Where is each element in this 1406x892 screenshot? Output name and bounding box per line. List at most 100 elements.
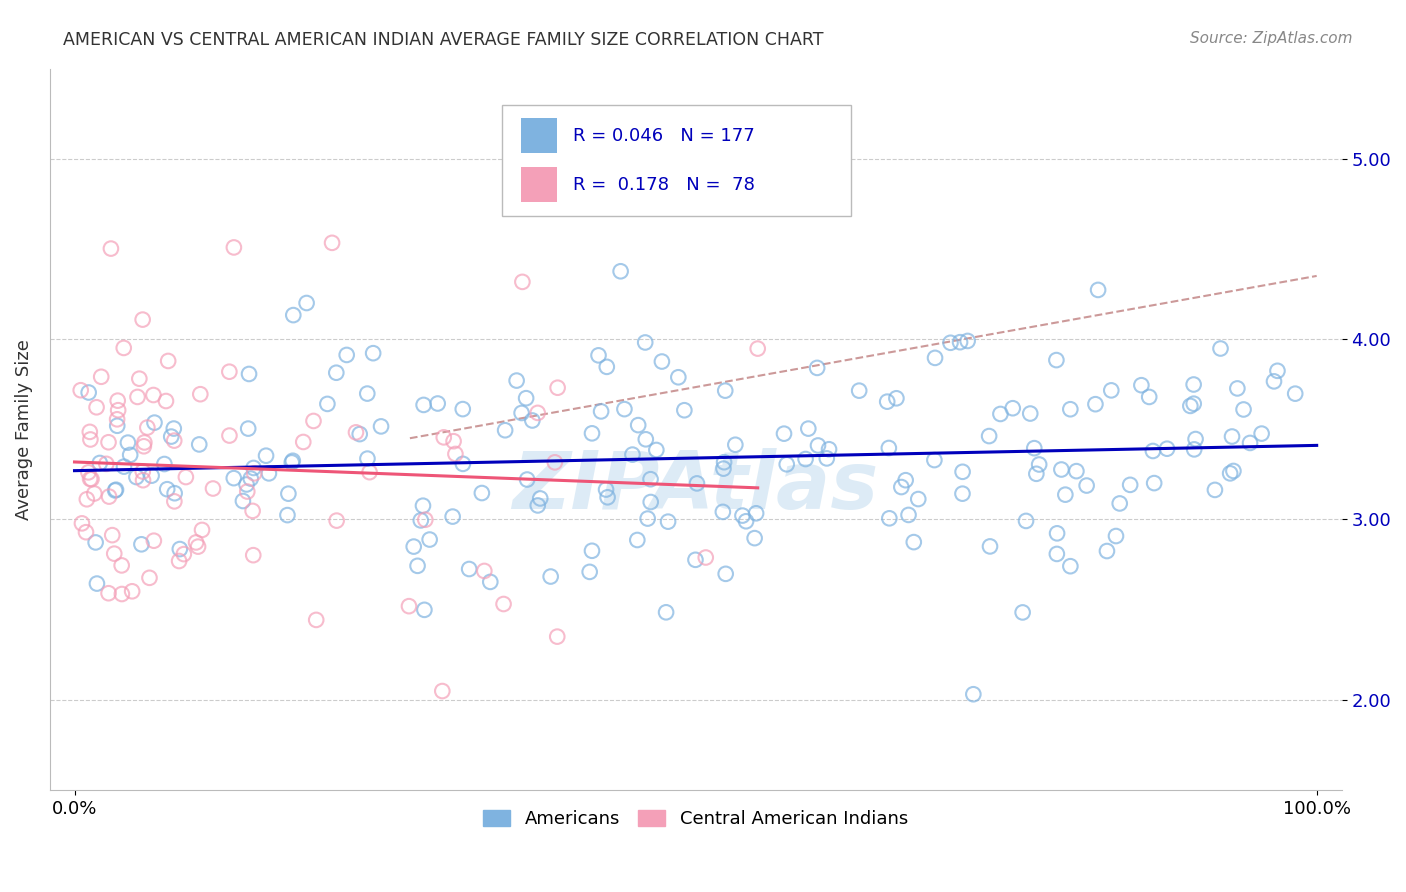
Point bbox=[86, 576, 108, 591]
FancyBboxPatch shape bbox=[502, 104, 851, 217]
FancyBboxPatch shape bbox=[522, 168, 557, 202]
Point bbox=[105, 412, 128, 426]
Point bbox=[89, 456, 111, 470]
Point bbox=[711, 505, 734, 519]
Point bbox=[305, 613, 328, 627]
Point bbox=[1059, 559, 1081, 574]
Point bbox=[361, 346, 384, 360]
Point bbox=[458, 562, 481, 576]
Point bbox=[163, 434, 186, 448]
Point bbox=[1226, 381, 1249, 395]
Point bbox=[222, 240, 245, 254]
Point bbox=[1087, 283, 1109, 297]
Point bbox=[1137, 390, 1160, 404]
Point bbox=[666, 370, 689, 384]
Point bbox=[142, 388, 165, 402]
Point bbox=[596, 491, 619, 505]
Point bbox=[398, 599, 420, 614]
Point bbox=[188, 437, 211, 451]
Point bbox=[105, 418, 128, 433]
Point bbox=[96, 457, 118, 471]
Point bbox=[97, 435, 120, 450]
Point bbox=[952, 486, 974, 500]
Point bbox=[413, 513, 436, 527]
Point bbox=[238, 367, 260, 381]
Point bbox=[815, 451, 838, 466]
Text: R =  0.178   N =  78: R = 0.178 N = 78 bbox=[572, 176, 755, 194]
Point bbox=[419, 533, 441, 547]
Point bbox=[1050, 462, 1073, 476]
Point bbox=[302, 414, 325, 428]
Point bbox=[83, 486, 105, 500]
Point bbox=[505, 374, 527, 388]
Point bbox=[1099, 384, 1122, 398]
Point bbox=[886, 392, 908, 406]
Point bbox=[413, 603, 436, 617]
Point bbox=[876, 394, 898, 409]
Point bbox=[1156, 442, 1178, 456]
Point bbox=[276, 508, 298, 522]
Point bbox=[132, 439, 155, 453]
Point bbox=[242, 461, 264, 475]
Point bbox=[136, 420, 159, 434]
Point bbox=[744, 531, 766, 545]
Point bbox=[1046, 526, 1069, 541]
Point bbox=[640, 495, 662, 509]
Point bbox=[141, 468, 163, 483]
Point bbox=[1219, 467, 1241, 481]
Point bbox=[84, 535, 107, 549]
Point bbox=[132, 465, 155, 479]
Point bbox=[806, 360, 828, 375]
Point bbox=[540, 569, 562, 583]
Point bbox=[939, 335, 962, 350]
Point bbox=[634, 335, 657, 350]
Point bbox=[990, 407, 1012, 421]
Point bbox=[596, 359, 619, 374]
Point bbox=[163, 486, 186, 500]
Point bbox=[79, 433, 101, 447]
Point bbox=[128, 372, 150, 386]
Point bbox=[634, 432, 657, 446]
Point bbox=[522, 413, 544, 427]
Point bbox=[1143, 476, 1166, 491]
Point bbox=[156, 482, 179, 496]
Point bbox=[714, 384, 737, 398]
Point bbox=[218, 428, 240, 442]
Point bbox=[90, 369, 112, 384]
Point bbox=[359, 465, 381, 479]
Point bbox=[745, 506, 768, 520]
Point bbox=[512, 275, 534, 289]
Text: R = 0.046   N = 177: R = 0.046 N = 177 bbox=[572, 127, 755, 145]
Point bbox=[218, 365, 240, 379]
Point bbox=[163, 494, 186, 508]
Point bbox=[1232, 402, 1254, 417]
Point bbox=[243, 467, 266, 481]
Point bbox=[112, 341, 135, 355]
Point bbox=[546, 630, 568, 644]
Point bbox=[1045, 353, 1067, 368]
Point bbox=[472, 564, 495, 578]
Point bbox=[153, 457, 176, 471]
Point bbox=[1182, 377, 1205, 392]
Point bbox=[547, 381, 569, 395]
Point bbox=[1180, 399, 1202, 413]
Point bbox=[86, 401, 108, 415]
Point bbox=[143, 416, 166, 430]
Point bbox=[100, 242, 122, 256]
Point bbox=[257, 467, 280, 481]
Point bbox=[349, 427, 371, 442]
Point bbox=[747, 342, 769, 356]
Point bbox=[673, 403, 696, 417]
Point bbox=[238, 421, 260, 435]
Point bbox=[402, 540, 425, 554]
Point bbox=[1054, 488, 1077, 502]
Point bbox=[544, 455, 567, 469]
Point bbox=[1046, 547, 1069, 561]
Point bbox=[510, 406, 533, 420]
Point bbox=[441, 509, 464, 524]
Point bbox=[169, 542, 191, 557]
Point bbox=[281, 455, 304, 469]
Point bbox=[163, 421, 186, 435]
Point bbox=[1250, 426, 1272, 441]
Point bbox=[626, 533, 648, 547]
